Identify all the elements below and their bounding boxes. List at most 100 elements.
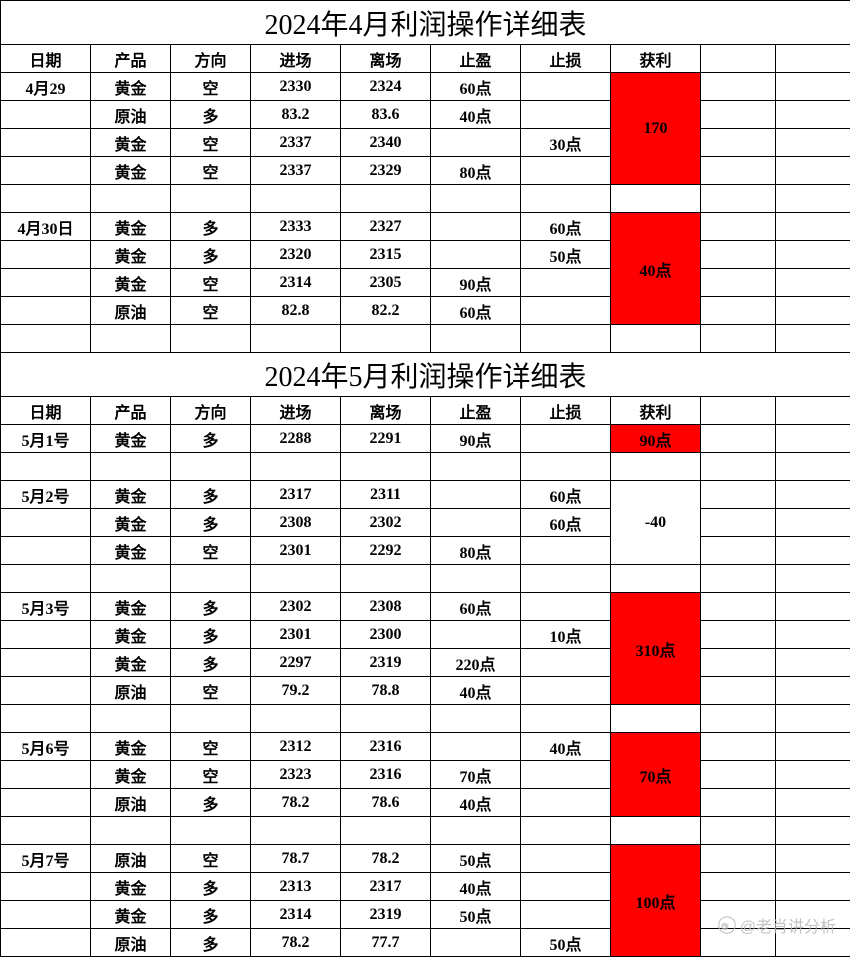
stop-loss-cell [521,789,611,817]
table-row: 原油多83.283.640点 [1,101,850,129]
date-cell [1,101,91,129]
take-profit-cell: 40点 [431,677,521,705]
date-cell [1,241,91,269]
profit-cell: 70点 [611,733,701,817]
empty-cell [776,593,850,621]
empty-cell [91,705,171,733]
date-cell [1,929,91,957]
date-cell: 5月6号 [1,733,91,761]
exit-cell: 2340 [341,129,431,157]
spacer-row [1,185,850,213]
empty-cell [701,453,776,481]
product-cell: 黄金 [91,761,171,789]
column-header: 获利 [611,45,701,73]
date-cell [1,157,91,185]
direction-cell: 多 [171,101,251,129]
exit-cell: 2300 [341,621,431,649]
column-header [701,45,776,73]
date-cell [1,649,91,677]
empty-cell [701,761,776,789]
exit-cell: 2311 [341,481,431,509]
stop-loss-cell: 50点 [521,241,611,269]
empty-cell [521,565,611,593]
column-header [776,45,850,73]
empty-cell [1,817,91,845]
weibo-icon [718,916,736,934]
empty-cell [701,705,776,733]
column-header: 产品 [91,45,171,73]
exit-cell: 2316 [341,733,431,761]
take-profit-cell [431,509,521,537]
direction-cell: 空 [171,297,251,325]
empty-cell [171,817,251,845]
stop-loss-cell: 60点 [521,509,611,537]
exit-cell: 77.7 [341,929,431,957]
empty-cell [1,325,91,353]
date-cell [1,789,91,817]
date-cell: 4月29 [1,73,91,101]
column-header: 离场 [341,397,431,425]
table-row: 黄金多2308230260点 [1,509,850,537]
exit-cell: 2319 [341,901,431,929]
empty-cell [776,649,850,677]
empty-cell [776,129,850,157]
profit-cell: 170 [611,73,701,185]
direction-cell: 多 [171,213,251,241]
stop-loss-cell [521,761,611,789]
title-row: 2024年5月利润操作详细表 [1,353,850,397]
table-title: 2024年4月利润操作详细表 [1,1,850,45]
empty-cell [431,565,521,593]
enter-cell: 79.2 [251,677,341,705]
enter-cell: 2313 [251,873,341,901]
date-cell [1,761,91,789]
date-cell [1,677,91,705]
direction-cell: 多 [171,929,251,957]
empty-cell [521,325,611,353]
product-cell: 黄金 [91,129,171,157]
enter-cell: 2302 [251,593,341,621]
enter-cell: 2330 [251,73,341,101]
empty-cell [776,297,850,325]
date-cell: 4月30日 [1,213,91,241]
exit-cell: 2291 [341,425,431,453]
empty-cell [701,649,776,677]
table-row: 原油空79.278.840点 [1,677,850,705]
empty-cell [776,453,850,481]
column-header: 止盈 [431,45,521,73]
enter-cell: 2337 [251,157,341,185]
direction-cell: 多 [171,789,251,817]
date-cell [1,901,91,929]
take-profit-cell [431,621,521,649]
product-cell: 黄金 [91,901,171,929]
title-row: 2024年4月利润操作详细表 [1,1,850,45]
direction-cell: 多 [171,621,251,649]
direction-cell: 多 [171,425,251,453]
profit-cell: 310点 [611,593,701,705]
empty-cell [701,845,776,873]
stop-loss-cell [521,73,611,101]
enter-cell: 2288 [251,425,341,453]
exit-cell: 2308 [341,593,431,621]
exit-cell: 2316 [341,761,431,789]
exit-cell: 2329 [341,157,431,185]
empty-cell [776,537,850,565]
empty-cell [701,157,776,185]
date-cell [1,873,91,901]
stop-loss-cell [521,677,611,705]
enter-cell: 2297 [251,649,341,677]
empty-cell [251,705,341,733]
spacer-row [1,453,850,481]
table-row: 黄金多22972319220点 [1,649,850,677]
product-cell: 原油 [91,789,171,817]
empty-cell [701,621,776,649]
empty-cell [701,269,776,297]
empty-cell [776,213,850,241]
enter-cell: 83.2 [251,101,341,129]
product-cell: 原油 [91,929,171,957]
take-profit-cell: 40点 [431,873,521,901]
stop-loss-cell [521,297,611,325]
take-profit-cell [431,481,521,509]
exit-cell: 82.2 [341,297,431,325]
date-cell [1,269,91,297]
table-row: 5月6号黄金空2312231640点70点 [1,733,850,761]
